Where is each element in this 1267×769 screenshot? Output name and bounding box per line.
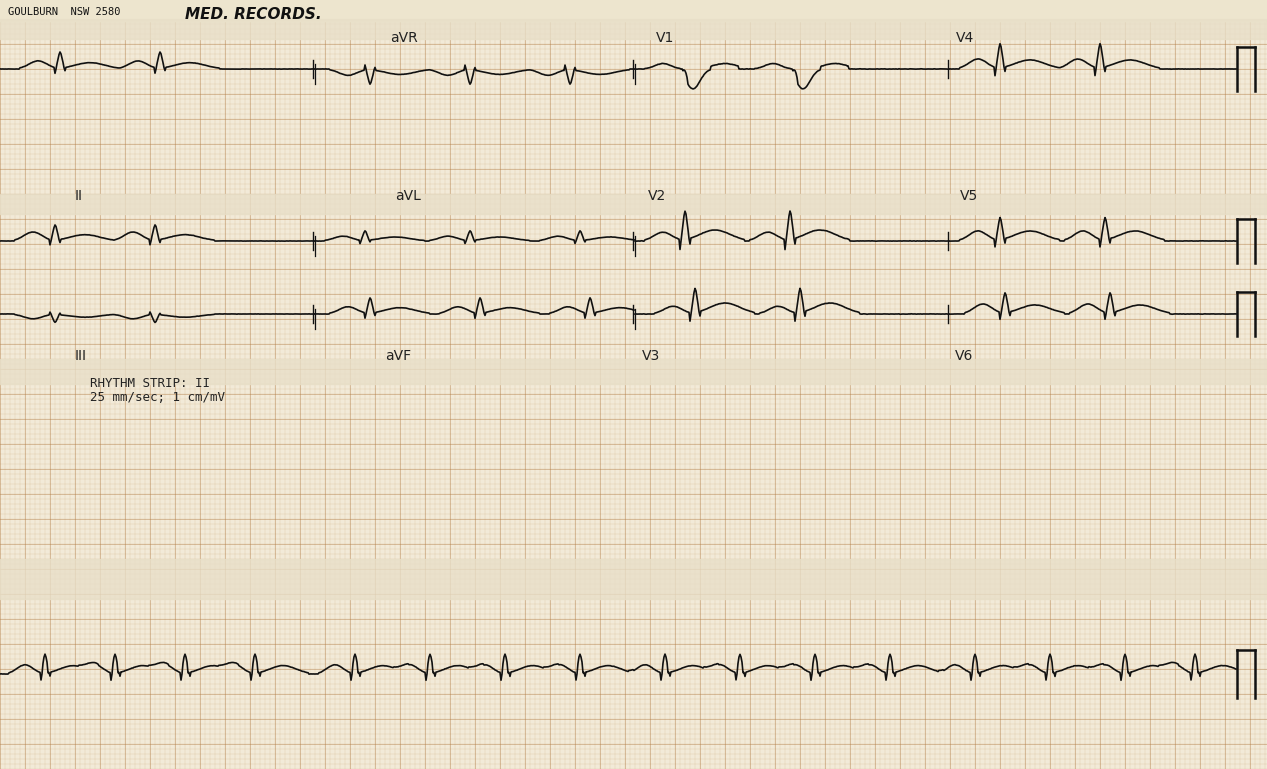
Text: V4: V4 — [957, 31, 974, 45]
Text: GOULBURN  NSW 2580: GOULBURN NSW 2580 — [8, 7, 120, 17]
Text: V3: V3 — [642, 349, 660, 363]
Text: V2: V2 — [647, 189, 666, 203]
Text: III: III — [75, 349, 87, 363]
Text: V1: V1 — [656, 31, 674, 45]
Text: aVL: aVL — [395, 189, 421, 203]
Text: II: II — [75, 189, 84, 203]
Text: aVR: aVR — [390, 31, 418, 45]
Text: 25 mm/sec; 1 cm/mV: 25 mm/sec; 1 cm/mV — [90, 391, 226, 404]
Text: aVF: aVF — [385, 349, 411, 363]
Text: V6: V6 — [955, 349, 973, 363]
Text: RHYTHM STRIP: II: RHYTHM STRIP: II — [90, 377, 210, 390]
Text: MED. RECORDS.: MED. RECORDS. — [185, 7, 322, 22]
Text: V5: V5 — [960, 189, 978, 203]
